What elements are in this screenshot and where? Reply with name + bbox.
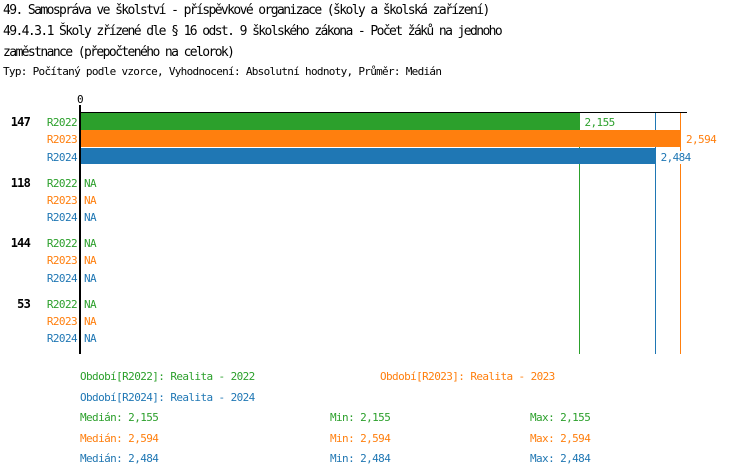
na-label-r2023: NA	[84, 254, 97, 268]
legend-median-r2022: Medián: 2,155	[80, 411, 159, 424]
legend-max-r2022: Max: 2,155	[530, 411, 591, 424]
row-year-label-r2024: R2024	[46, 271, 78, 285]
bar-value-label-r2023: 2,594	[684, 133, 719, 147]
na-label-r2024: NA	[84, 332, 97, 346]
na-label-r2024: NA	[84, 271, 97, 285]
bar-r2024	[81, 147, 656, 165]
row-year-label-r2023: R2023	[46, 193, 78, 207]
row-year-label-r2022: R2022	[46, 237, 78, 250]
y-axis-line	[79, 105, 81, 354]
na-label-r2022: NA	[84, 237, 97, 250]
legend-period-r2022: Období[R2022]: Realita - 2022	[80, 370, 255, 383]
group-row-id-label: 53	[17, 296, 31, 311]
row-year-label-r2023: R2023	[46, 314, 78, 328]
na-label-r2023: NA	[84, 314, 97, 328]
reference-line-r2023	[680, 112, 681, 354]
row-year-label-r2022: R2022	[46, 116, 78, 129]
na-label-r2024: NA	[84, 211, 97, 225]
legend-min-r2022: Min: 2,155	[330, 411, 391, 424]
na-label-r2022: NA	[84, 176, 97, 190]
reference-line-r2024	[654, 112, 656, 354]
row-year-label-r2022: R2022	[46, 176, 78, 190]
row-year-label-r2023: R2023	[46, 254, 78, 268]
reference-line-r2022	[578, 112, 580, 354]
x-axis-line	[80, 112, 687, 113]
legend-period-r2024: Období[R2024]: Realita - 2024	[80, 390, 255, 404]
row-year-label-r2024: R2024	[46, 211, 78, 225]
report-title-line2: 49.4.3.1 Školy zřízené dle § 16 odst. 9 …	[3, 24, 503, 39]
x-axis-zero-tick-label: 0	[76, 93, 84, 106]
report-title-line1: 49. Samospráva ve školství - příspěvkové…	[3, 3, 490, 18]
na-label-r2022: NA	[84, 297, 97, 311]
legend-median-r2024: Medián: 2,484	[80, 452, 159, 465]
group-row-id-label: 118	[10, 175, 31, 190]
row-year-label-r2024: R2024	[46, 150, 78, 164]
bar-r2023	[81, 130, 681, 147]
bar-r2022	[81, 113, 580, 130]
report-subtitle: Typ: Počítaný podle vzorce, Vyhodnocení:…	[3, 65, 442, 78]
legend-max-r2023: Max: 2,594	[530, 431, 591, 445]
row-year-label-r2023: R2023	[46, 133, 78, 147]
na-label-r2023: NA	[84, 193, 97, 207]
bar-value-label-r2022: 2,155	[582, 116, 617, 129]
row-year-label-r2024: R2024	[46, 332, 78, 346]
row-year-label-r2022: R2022	[46, 297, 78, 311]
legend-min-r2024: Min: 2,484	[330, 452, 391, 465]
group-row-id-label: 147	[10, 115, 31, 129]
group-row-id-label: 144	[10, 236, 31, 250]
bar-value-label-r2024: 2,484	[658, 150, 693, 164]
legend-min-r2023: Min: 2,594	[330, 431, 391, 445]
report-title-line3: zaměstnance (přepočteného na celorok)	[3, 45, 235, 60]
legend-max-r2024: Max: 2,484	[530, 452, 591, 465]
legend-period-r2023: Období[R2023]: Realita - 2023	[380, 370, 555, 383]
legend-median-r2023: Medián: 2,594	[80, 431, 159, 445]
